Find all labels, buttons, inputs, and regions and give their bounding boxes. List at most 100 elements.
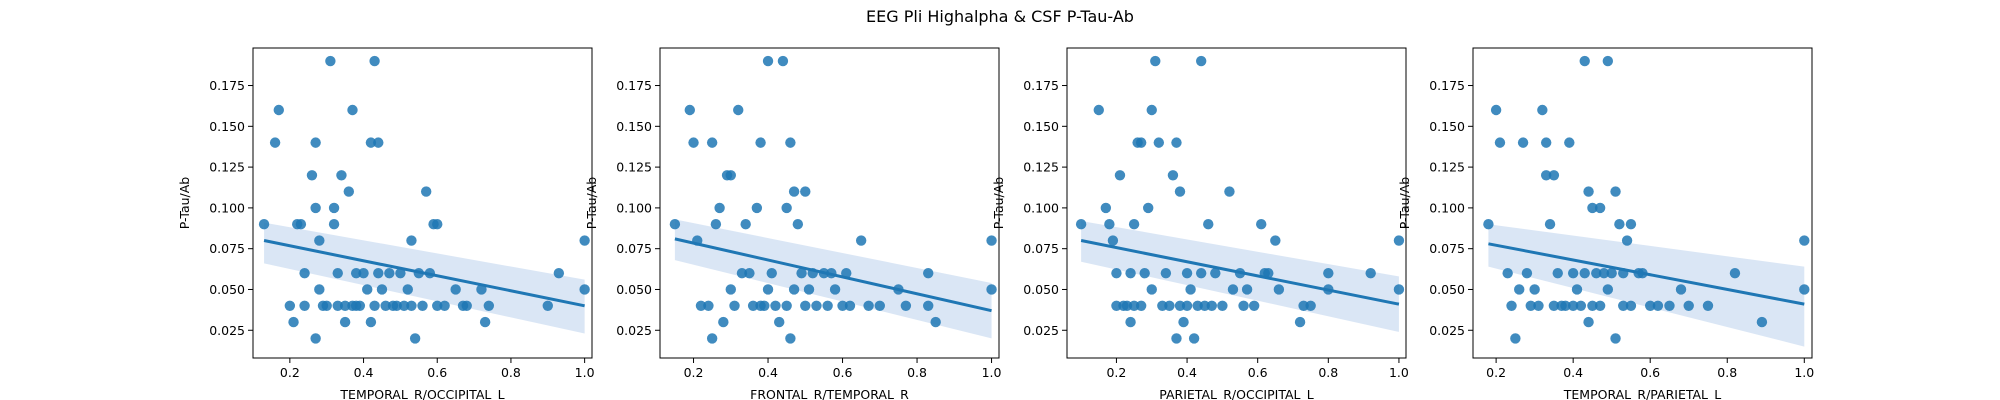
x-axis-label: PARIETAL_R/OCCIPITAL_L (1159, 387, 1314, 400)
data-point (725, 284, 736, 295)
data-point (1188, 333, 1200, 344)
data-point (373, 267, 384, 279)
data-point (1075, 219, 1087, 230)
x-tick-label: 0.6 (1248, 365, 1268, 380)
x-tick-label: 0.2 (684, 365, 704, 380)
data-point (1164, 300, 1175, 311)
data-point (1195, 55, 1207, 67)
x-tick-label: 0.4 (1563, 365, 1583, 380)
data-point (688, 137, 699, 148)
data-point (1587, 202, 1598, 214)
data-point (1167, 170, 1179, 181)
data-point (1146, 284, 1157, 295)
data-point (321, 300, 332, 311)
x-tick-label: 1.0 (1794, 365, 1814, 380)
confidence-band (1488, 224, 1805, 347)
data-point (774, 316, 785, 328)
x-axis-label: FRONTAL_R/TEMPORAL_R (750, 387, 909, 400)
data-point (310, 333, 321, 344)
data-point (1143, 202, 1154, 214)
y-tick-label: 0.075 (1429, 241, 1465, 256)
y-tick-label: 0.175 (1023, 78, 1059, 93)
data-point (417, 300, 428, 311)
data-point (718, 316, 729, 328)
data-point (923, 267, 934, 279)
data-point (1621, 235, 1633, 246)
x-tick-label: 0.4 (1177, 365, 1197, 380)
data-point (736, 267, 748, 279)
data-point (269, 137, 281, 148)
data-point (1645, 300, 1656, 311)
data-point (1587, 300, 1598, 311)
y-axis-label: P-Tau/Ab (1397, 177, 1412, 230)
data-point (365, 137, 377, 148)
data-point (1702, 300, 1714, 311)
data-point (1548, 300, 1560, 311)
x-axis-label: TEMPORAL_R/OCCIPITAL_L (339, 387, 504, 400)
data-point (1664, 300, 1675, 311)
data-point (755, 137, 766, 148)
data-point (1583, 186, 1594, 197)
data-point (299, 300, 310, 311)
data-point (402, 284, 413, 295)
scatter-panel-1: 0.2 0.4 0.6 0.8 1.0 0.025 0.050 0.075 0.100 0.125… (177, 47, 595, 400)
y-tick-label: 0.125 (209, 160, 245, 175)
data-point (1153, 137, 1165, 148)
x-tick-label: 0.2 (280, 365, 300, 380)
data-point (1107, 235, 1119, 246)
x-tick-label: 0.8 (501, 365, 521, 380)
x-tick-label: 0.4 (354, 365, 374, 380)
data-point (336, 170, 347, 181)
data-point (792, 219, 804, 230)
y-tick-label: 0.050 (616, 282, 652, 297)
data-point (358, 267, 369, 279)
y-tick-label: 0.125 (1429, 160, 1465, 175)
data-point (1294, 316, 1306, 328)
data-point (759, 300, 770, 311)
data-point (822, 300, 833, 311)
y-tick-label: 0.150 (209, 119, 245, 134)
data-point (1171, 137, 1182, 148)
regression-line (674, 237, 992, 313)
data-point (1625, 300, 1637, 311)
data-point (1618, 300, 1629, 311)
data-point (706, 333, 718, 344)
y-tick-label: 0.175 (616, 78, 652, 93)
data-point (432, 219, 443, 230)
data-point (733, 104, 744, 116)
x-tick-label: 0.6 (427, 365, 447, 380)
data-point (365, 316, 377, 328)
data-point (740, 219, 751, 230)
y-tick-label: 0.150 (1429, 119, 1465, 134)
data-point (1548, 170, 1560, 181)
data-point (384, 267, 395, 279)
data-point (1224, 186, 1235, 197)
data-point (1178, 316, 1189, 328)
data-point (1393, 235, 1405, 246)
data-point (837, 300, 848, 311)
data-point (483, 300, 495, 311)
y-tick-label: 0.175 (1429, 78, 1465, 93)
data-point (1579, 55, 1590, 67)
data-point (339, 316, 351, 328)
data-point (863, 300, 874, 311)
x-tick-label: 0.2 (1486, 365, 1506, 380)
data-point (1146, 104, 1157, 116)
x-tick-label: 0.6 (833, 365, 853, 380)
data-point (1171, 333, 1182, 344)
data-point (1100, 202, 1112, 214)
data-point (314, 235, 325, 246)
axes-frame (252, 47, 593, 359)
data-point (1365, 267, 1376, 279)
data-point (762, 284, 774, 295)
scatter-panel-2: 0.2 0.4 0.6 0.8 1.0 0.025 0.050 0.075 0.100 0.125… (584, 47, 1002, 400)
data-point (542, 300, 553, 311)
axes-frame (1472, 47, 1813, 359)
y-tick-label: 0.050 (209, 282, 245, 297)
data-point (376, 284, 388, 295)
data-point (439, 300, 450, 311)
data-point (369, 300, 380, 311)
x-tick-label: 0.2 (1106, 365, 1126, 380)
data-point (409, 333, 421, 344)
